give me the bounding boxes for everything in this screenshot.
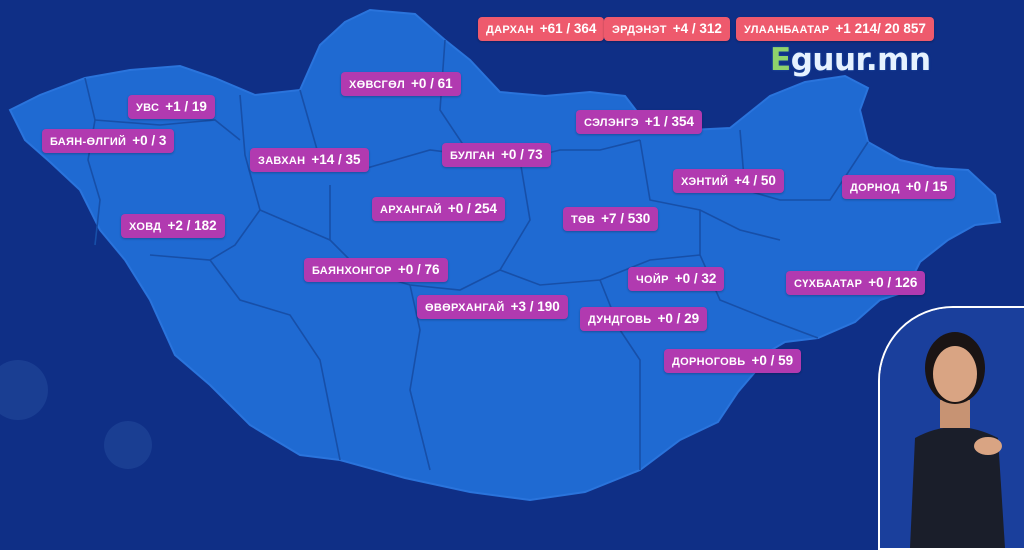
aimag-label-khuvsgul: ХӨВСГӨЛ +0 / 61: [341, 72, 461, 96]
virus-decoration-bottom: [104, 421, 152, 469]
stage: Eguur.mn ДАРХАН +61 / 364 ЭРДЭНЭТ +4 / 312…: [0, 8, 1024, 550]
country-outline: [8, 8, 1002, 502]
aimag-label-dornod: ДОРНОД +0 / 15: [842, 175, 956, 199]
city-label-erdenet: ЭРДЭНЭТ +4 / 312: [604, 17, 730, 41]
aimag-label-choir: ЧОЙР +0 / 32: [628, 267, 725, 291]
aimag-label-tuv: ТӨВ +7 / 530: [563, 207, 659, 231]
interpreter-figure: [880, 308, 1024, 548]
aimag-label-khovd: ХОВД +2 / 182: [121, 214, 225, 238]
eguur-logo: Eguur.mn: [770, 42, 931, 78]
mongolia-map: [0, 8, 1002, 502]
aimag-label-bulgan: БУЛГАН +0 / 73: [442, 143, 551, 167]
aimag-label-sukhbaatar: СҮХБААТАР +0 / 126: [786, 271, 926, 295]
aimag-label-khentii: ХЭНТИЙ +4 / 50: [673, 169, 784, 193]
aimag-label-bayan-ulgii: БАЯН-ӨЛГИЙ +0 / 3: [42, 129, 175, 153]
city-label-ulaanbaatar: УЛААНБААТАР +1 214/ 20 857: [736, 17, 934, 41]
aimag-label-arkhangai: АРХАНГАЙ +0 / 254: [372, 197, 506, 221]
aimag-label-dornogovi: ДОРНОГОВЬ +0 / 59: [664, 349, 802, 373]
aimag-label-uvurkhangai: ӨВӨРХАНГАЙ +3 / 190: [417, 295, 568, 319]
aimag-label-selenge: СЭЛЭНГЭ +1 / 354: [576, 110, 703, 134]
aimag-label-zavkhan: ЗАВХАН +14 / 35: [250, 148, 369, 172]
aimag-label-dundgovi: ДУНДГОВЬ +0 / 29: [580, 307, 708, 331]
sign-language-interpreter-inset: [878, 306, 1024, 550]
city-label-darkhan: ДАРХАН +61 / 364: [478, 17, 605, 41]
aimag-label-uvs: УВС +1 / 19: [128, 95, 215, 119]
aimag-label-bayankhongor: БАЯНХОНГОР +0 / 76: [304, 258, 448, 282]
virus-decoration-left: [0, 360, 48, 420]
